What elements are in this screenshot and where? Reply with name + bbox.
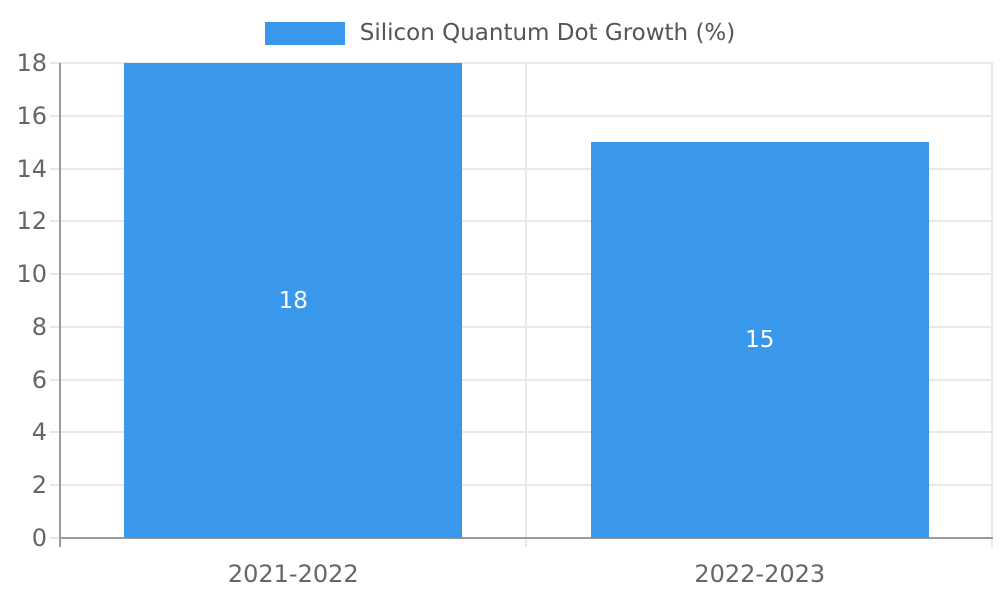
y-gridline — [50, 114, 993, 117]
y-axis-tick-label: 8 — [31, 312, 47, 341]
y-gridline — [50, 325, 993, 328]
bar-2021-2022[interactable] — [124, 63, 463, 538]
y-gridline — [50, 484, 993, 487]
y-axis-tick-label: 10 — [16, 260, 47, 289]
x-axis-tick-label: 2021-2022 — [227, 560, 359, 588]
y-gridline — [50, 273, 993, 276]
chart-legend[interactable]: Silicon Quantum Dot Growth (%) — [0, 20, 1000, 46]
category-boundary-gridline — [524, 63, 527, 547]
y-axis-tick-label: 6 — [31, 365, 47, 394]
y-gridline — [50, 220, 993, 223]
y-axis-tick-label: 16 — [16, 101, 47, 130]
y-gridline — [50, 378, 993, 381]
y-gridline — [50, 62, 993, 64]
y-axis-tick-label: 14 — [16, 154, 47, 183]
y-gridline — [50, 431, 993, 434]
y-axis-tick-label: 0 — [31, 524, 47, 552]
y-axis-tick-label: 2 — [31, 471, 47, 500]
y-axis-tick-label: 4 — [31, 418, 47, 447]
x-axis-tick-label: 2022-2023 — [694, 560, 826, 588]
y-axis-line — [59, 63, 61, 547]
y-axis-tick-label: 18 — [16, 49, 47, 77]
bar-value-label: 15 — [745, 327, 775, 354]
bar-value-label: 18 — [278, 287, 308, 314]
legend-series-label: Silicon Quantum Dot Growth (%) — [359, 20, 736, 46]
category-boundary-gridline — [991, 63, 993, 547]
x-axis-line — [60, 537, 993, 539]
bar-2022-2023[interactable] — [590, 142, 929, 538]
y-gridline — [50, 167, 993, 170]
legend-swatch-icon — [264, 21, 345, 45]
y-axis-tick — [50, 537, 60, 539]
y-axis-tick-label: 12 — [16, 207, 47, 236]
